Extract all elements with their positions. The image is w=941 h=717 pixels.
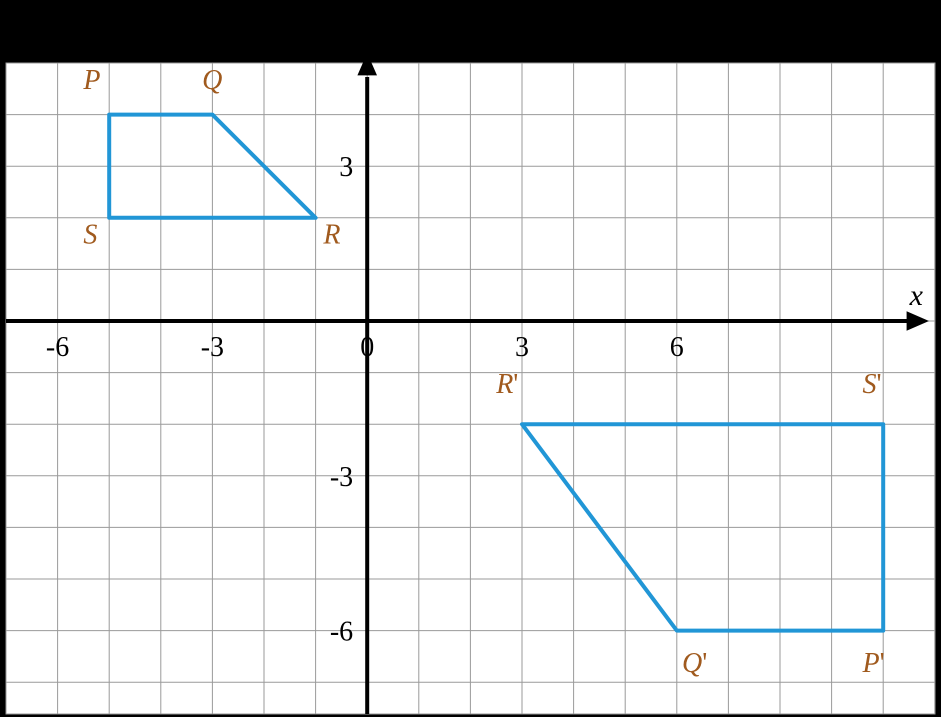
x-tick-label: -3 xyxy=(201,332,224,363)
x-tick-label: 3 xyxy=(515,332,529,363)
x-axis-label: x xyxy=(909,279,924,312)
vertex-label: Q' xyxy=(682,648,707,679)
vertex-label: S xyxy=(83,220,97,251)
y-tick-label: -6 xyxy=(330,617,353,648)
vertex-label: P' xyxy=(862,648,885,679)
vertex-label: S' xyxy=(863,369,882,400)
plot-svg: -6 -3 0 3 6 3 -3 -6 x P Q S R R' S' Q' P' xyxy=(0,0,941,717)
coordinate-plane-figure: -6 -3 0 3 6 3 -3 -6 x P Q S R R' S' Q' P' xyxy=(0,0,941,717)
vertex-label: Q xyxy=(202,65,222,96)
x-tick-label: 6 xyxy=(670,332,684,363)
vertex-label: R xyxy=(322,220,340,251)
y-tick-label: 3 xyxy=(339,152,353,183)
vertex-label: R' xyxy=(495,369,518,400)
vertex-label: P xyxy=(82,65,100,96)
x-tick-label: -6 xyxy=(46,332,69,363)
x-tick-label: 0 xyxy=(360,332,374,363)
y-tick-label: -3 xyxy=(330,462,353,493)
